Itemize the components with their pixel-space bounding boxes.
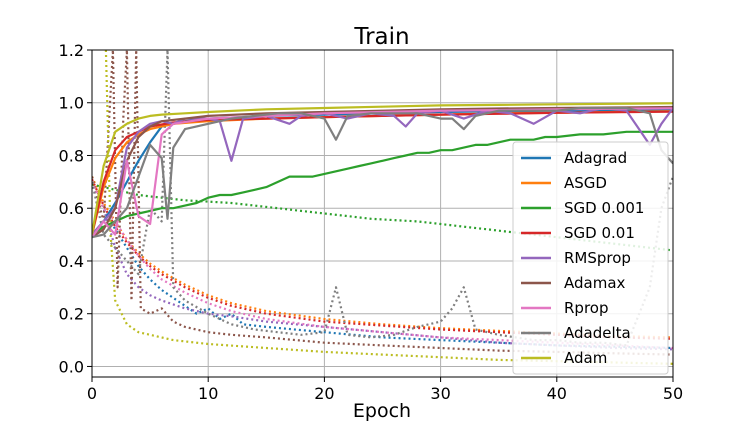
- chart-title: Train: [353, 24, 409, 50]
- accuracy-line-adam: [92, 102, 673, 235]
- legend-label-rprop: Rprop: [564, 299, 608, 317]
- legend-label-asgd: ASGD: [564, 174, 607, 192]
- legend-label-adam: Adam: [564, 349, 607, 367]
- y-tick-label: 0.8: [59, 146, 84, 165]
- legend: Adagrad ASGD SGD 0.001 SGD 0.01 RMSprop Adama…: [512, 141, 669, 375]
- accuracy-line-sgd-0-01: [92, 110, 673, 235]
- loss-line-sgd-0-01: [92, 178, 673, 340]
- accuracy-line-rmsprop: [92, 106, 673, 236]
- x-tick-label: 20: [314, 384, 334, 403]
- accuracy-line-adadelta: [92, 106, 673, 239]
- x-tick-label: 50: [663, 384, 683, 403]
- legend-label-sgd-0-001: SGD 0.001: [564, 199, 644, 217]
- series-lines: [92, 50, 673, 365]
- legend-label-adadelta: Adadelta: [564, 324, 631, 342]
- axis-ticks: 0 10 20 30 40 50 0.0 0.2 0.4 0.6 0.8 1.0 1.2: [59, 41, 684, 403]
- y-tick-label: 0.6: [59, 199, 84, 218]
- legend-label-adamax: Adamax: [564, 274, 626, 292]
- y-tick-label: 0.4: [59, 252, 84, 271]
- y-tick-label: 1.2: [59, 41, 84, 60]
- legend-label-adagrad: Adagrad: [564, 149, 627, 167]
- x-tick-label: 40: [547, 384, 567, 403]
- legend-box: [512, 141, 669, 375]
- plot-frame: [91, 49, 674, 378]
- loss-line-rprop: [92, 181, 673, 350]
- y-tick-label: 1.0: [59, 94, 84, 113]
- accuracy-line-sgd-0-001: [92, 130, 673, 236]
- loss-line-sgd-0-001: [92, 183, 673, 252]
- x-tick-label: 30: [430, 384, 450, 403]
- loss-line-asgd: [92, 176, 673, 339]
- loss-line-adam: [104, 50, 673, 365]
- x-tick-label: 0: [87, 384, 97, 403]
- y-tick-label: 0.2: [59, 305, 84, 324]
- x-tick-label: 10: [198, 384, 218, 403]
- legend-label-sgd-0-01: SGD 0.01: [564, 224, 635, 242]
- accuracy-line-adamax: [92, 105, 673, 239]
- x-axis-title: Epoch: [353, 400, 411, 422]
- legend-label-rmsprop: RMSprop: [564, 249, 631, 267]
- y-tick-label: 0.0: [59, 357, 84, 376]
